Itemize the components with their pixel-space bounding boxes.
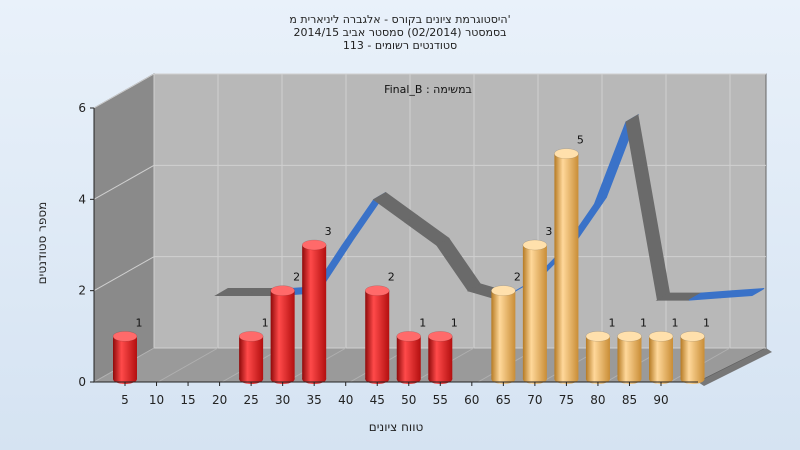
x-tick-label: 15 (180, 393, 195, 407)
bar-7 (491, 285, 516, 384)
bars-group (112, 148, 705, 384)
y-tick-label: 2 (78, 284, 86, 298)
y-tick-label: 6 (78, 101, 86, 115)
x-tick-label: 70 (527, 393, 542, 407)
x-tick-label: 40 (338, 393, 353, 407)
back-wall (153, 73, 767, 349)
bar-value-label: 2 (514, 271, 521, 284)
bar-cap (301, 239, 327, 251)
bar-5 (396, 331, 422, 384)
chart-title-line-3: 113 - סטודנטים רשומים (343, 39, 457, 52)
bar-body (302, 245, 327, 379)
bar-12 (648, 331, 674, 384)
bar-cap (238, 331, 264, 342)
bar-value-label: 1 (703, 316, 710, 329)
x-tick-label: 55 (433, 393, 448, 407)
y-tick-label: 0 (78, 375, 86, 389)
bar-body (554, 153, 579, 379)
bar-cap (648, 331, 674, 342)
bar-cap (491, 285, 516, 296)
bar-cap (364, 285, 390, 296)
bar-value-label: 2 (388, 271, 395, 284)
x-tick-label: 35 (307, 393, 322, 407)
bar-body (585, 336, 610, 379)
chart-title-line-2: בסמסטר (02/2014) סמסטר אביב 2014/15 (293, 26, 506, 39)
bar-value-label: 1 (640, 316, 647, 329)
bar-3 (301, 239, 327, 384)
bar-2 (270, 285, 295, 384)
x-tick-label: 50 (401, 393, 416, 407)
bar-value-label: 1 (451, 316, 458, 329)
bar-9 (554, 148, 579, 384)
x-tick-label: 85 (622, 393, 637, 407)
bar-body (113, 336, 137, 379)
bar-body (270, 290, 295, 379)
bar-value-label: 3 (325, 225, 332, 238)
x-tick-label: 75 (559, 393, 574, 407)
bar-body (239, 336, 264, 379)
bar-body (396, 336, 421, 379)
x-tick-label: 30 (275, 393, 290, 407)
y-tick-label: 4 (78, 192, 86, 206)
bar-cap (617, 331, 642, 342)
grid-side-2 (93, 256, 155, 292)
x-tick-label: 80 (590, 393, 605, 407)
bar-cap (428, 331, 453, 342)
bar-cap (554, 148, 579, 159)
bar-cap (522, 239, 548, 251)
grid-floor (157, 347, 219, 383)
bar-11 (617, 331, 642, 384)
bar-cap (680, 331, 705, 342)
x-axis-title: טווח ציונים (369, 420, 424, 434)
bar-body (649, 336, 673, 379)
bar-cap (270, 285, 295, 296)
bar-body (491, 290, 516, 379)
bar-4 (364, 285, 390, 384)
bar-value-label: 1 (672, 316, 679, 329)
bar-value-label: 1 (608, 316, 615, 329)
bar-cap (112, 331, 138, 342)
chart-title-line-1: היסטוגרמת ציונים בקורס - אלגברה ליניארית… (289, 13, 510, 26)
grid-side-6 (93, 73, 155, 109)
bar-body (428, 336, 453, 379)
bar-body (617, 336, 642, 379)
bar-value-label: 1 (419, 316, 426, 329)
curve-segment (720, 288, 765, 299)
bar-0 (112, 331, 138, 384)
bar-8 (522, 239, 548, 384)
bar-6 (428, 331, 453, 384)
x-tick-label: 25 (243, 393, 258, 407)
bar-body (680, 336, 705, 379)
bar-value-label: 1 (262, 316, 269, 329)
bar-10 (585, 331, 611, 384)
x-tick-label: 65 (496, 393, 511, 407)
x-tick-label: 45 (370, 393, 385, 407)
bar-body (522, 245, 547, 379)
bar-value-label: 5 (577, 134, 584, 147)
grid-side-4 (93, 164, 155, 200)
x-tick-label: 20 (212, 393, 227, 407)
bar-1 (238, 331, 264, 384)
x-tick-label: 10 (149, 393, 164, 407)
x-tick-label: 5 (121, 393, 129, 407)
bar-value-label: 3 (545, 225, 552, 238)
bar-value-label: 1 (136, 316, 143, 329)
bar-13 (680, 331, 705, 384)
x-tick-label: 60 (464, 393, 479, 407)
bar-cap (396, 331, 422, 342)
bar-cap (585, 331, 611, 342)
assignment-annotation: Final_B : במשימה (384, 83, 472, 96)
floor-edge (698, 348, 772, 386)
y-axis-title: מספר סטודנטים (35, 202, 49, 285)
bar-body (365, 290, 390, 379)
data-labels-group: 1 1 2 3 2 1 1 2 3 5 1 1 1 1 (136, 134, 711, 330)
bar-value-label: 2 (293, 271, 300, 284)
x-tick-label: 90 (653, 393, 668, 407)
